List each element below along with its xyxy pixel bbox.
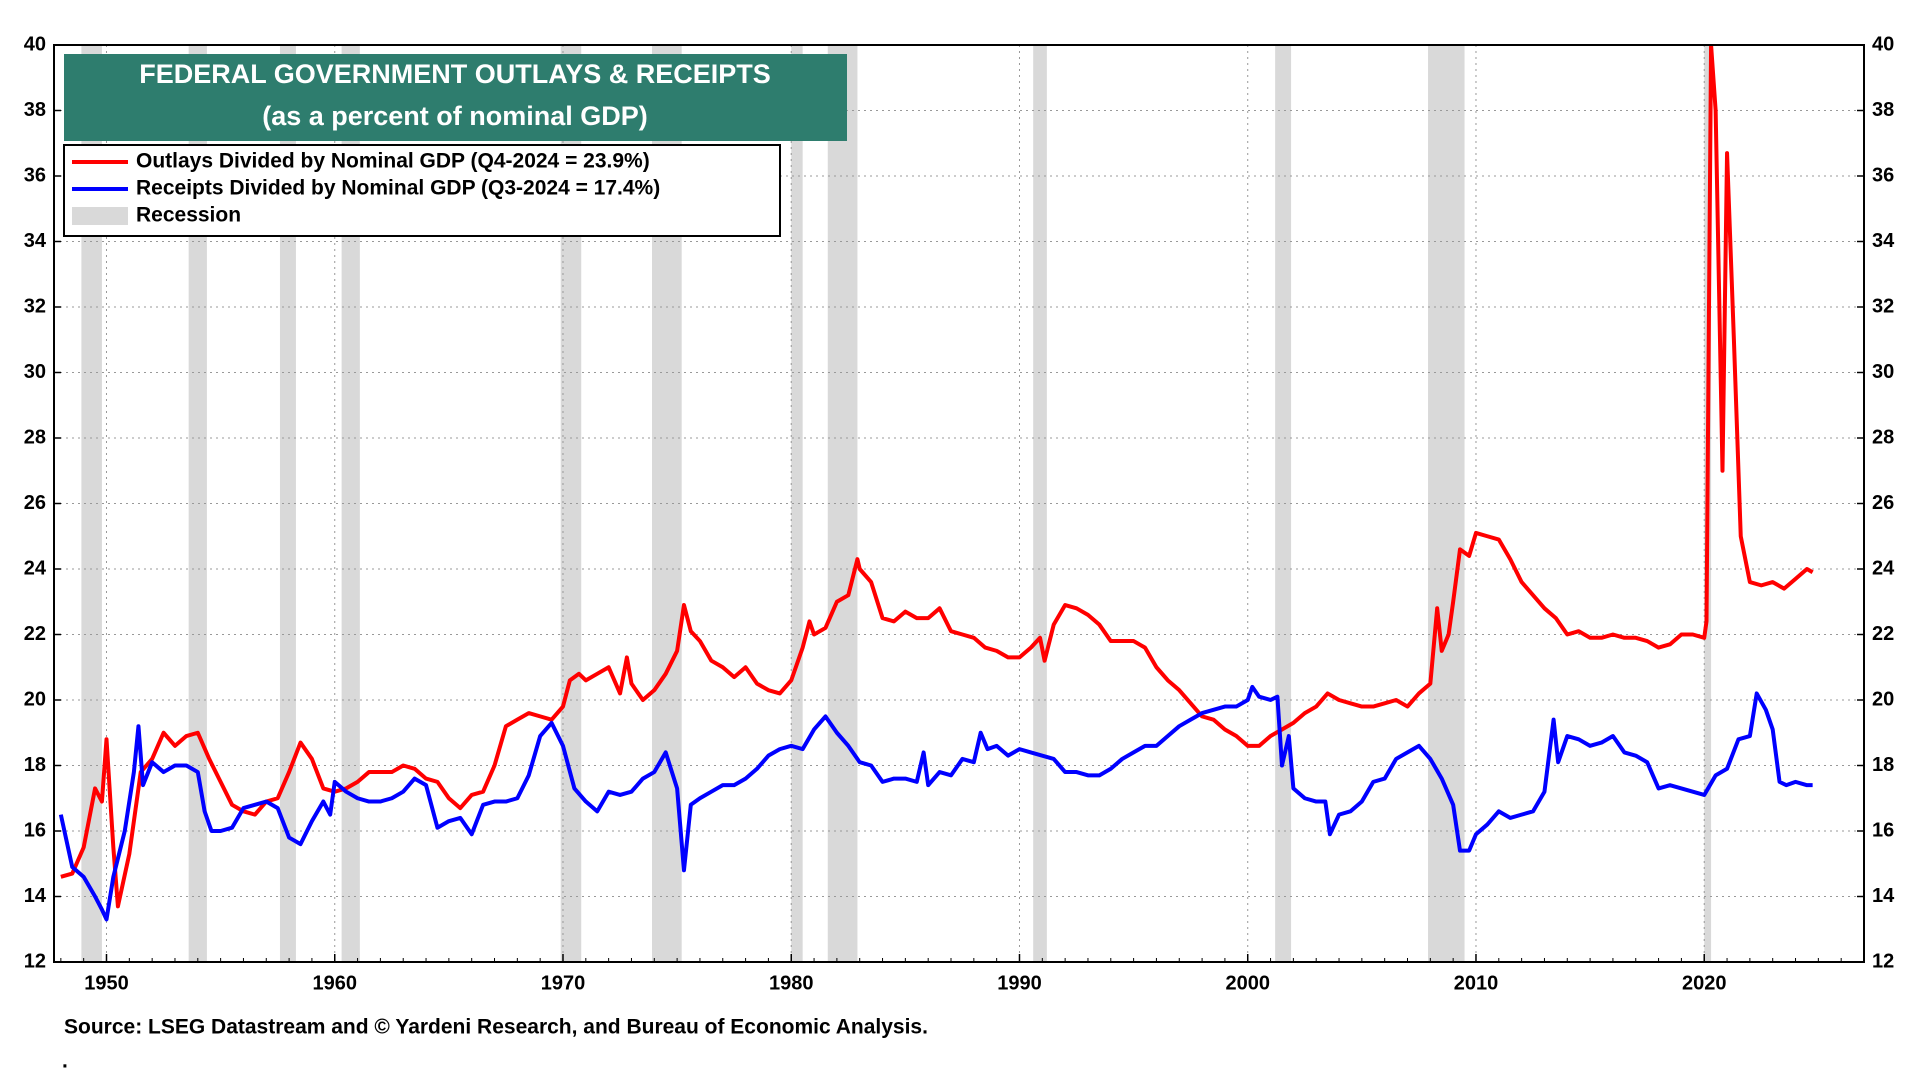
y-tick-label: 34 — [24, 230, 47, 252]
x-tick-label: 1970 — [541, 972, 586, 994]
legend-swatch — [72, 207, 128, 225]
legend-label: Recession — [136, 204, 241, 227]
x-tick-label: 2020 — [1682, 972, 1727, 994]
y-tick-label: 36 — [24, 164, 46, 186]
lines-layer — [58, 45, 1814, 922]
y-tick-label: 28 — [24, 426, 46, 448]
y-tick-label: 24 — [24, 557, 47, 579]
recession-band — [791, 45, 803, 962]
y2-tick-label: 16 — [1872, 819, 1894, 841]
y2-tick-label: 14 — [1872, 885, 1895, 907]
y-tick-label: 30 — [24, 361, 46, 383]
footnote: . — [62, 1050, 68, 1073]
y2-tick-label: 30 — [1872, 361, 1894, 383]
legend-label: Receipts Divided by Nominal GDP (Q3-2024… — [136, 177, 660, 200]
y-tick-label: 16 — [24, 819, 46, 841]
y2-tick-label: 12 — [1872, 950, 1894, 972]
legend-box — [63, 144, 781, 237]
y2-tick-label: 38 — [1872, 99, 1894, 121]
series-line — [58, 684, 1813, 922]
series-line — [60, 45, 1814, 909]
chart-title: FEDERAL GOVERNMENT OUTLAYS & RECEIPTS — [139, 59, 771, 89]
y-tick-label: 14 — [24, 885, 47, 907]
y2-tick-label: 40 — [1872, 33, 1894, 55]
x-tick-label: 1980 — [769, 972, 814, 994]
recession-band — [279, 45, 296, 962]
legend-label: Outlays Divided by Nominal GDP (Q4-2024 … — [136, 150, 650, 173]
y-tick-label: 12 — [24, 950, 46, 972]
y-tick-label: 32 — [24, 295, 46, 317]
y-tick-label: 40 — [24, 33, 46, 55]
chart-subtitle: (as a percent of nominal GDP) — [262, 101, 648, 131]
y-tick-label: 20 — [24, 688, 46, 710]
x-tick-label: 1990 — [997, 972, 1042, 994]
source-note: Source: LSEG Datastream and © Yardeni Re… — [64, 1016, 928, 1039]
x-tick-label: 1960 — [312, 972, 357, 994]
y2-tick-label: 22 — [1872, 623, 1894, 645]
y2-tick-label: 32 — [1872, 295, 1894, 317]
y2-tick-label: 24 — [1872, 557, 1895, 579]
y2-tick-label: 18 — [1872, 754, 1894, 776]
y2-tick-label: 34 — [1872, 230, 1895, 252]
y2-tick-label: 26 — [1872, 492, 1894, 514]
x-tick-label: 1950 — [84, 972, 129, 994]
y-tick-label: 38 — [24, 99, 46, 121]
recession-band — [1275, 45, 1292, 962]
y-tick-label: 22 — [24, 623, 46, 645]
x-tick-label: 2010 — [1454, 972, 1499, 994]
y2-tick-label: 36 — [1872, 164, 1894, 186]
y2-tick-label: 20 — [1872, 688, 1894, 710]
x-tick-label: 2000 — [1225, 972, 1270, 994]
title-box — [64, 54, 847, 141]
y-tick-label: 26 — [24, 492, 46, 514]
y2-tick-label: 28 — [1872, 426, 1894, 448]
y-tick-label: 18 — [24, 754, 46, 776]
recession-band — [1033, 45, 1047, 962]
recession-band — [341, 45, 360, 962]
